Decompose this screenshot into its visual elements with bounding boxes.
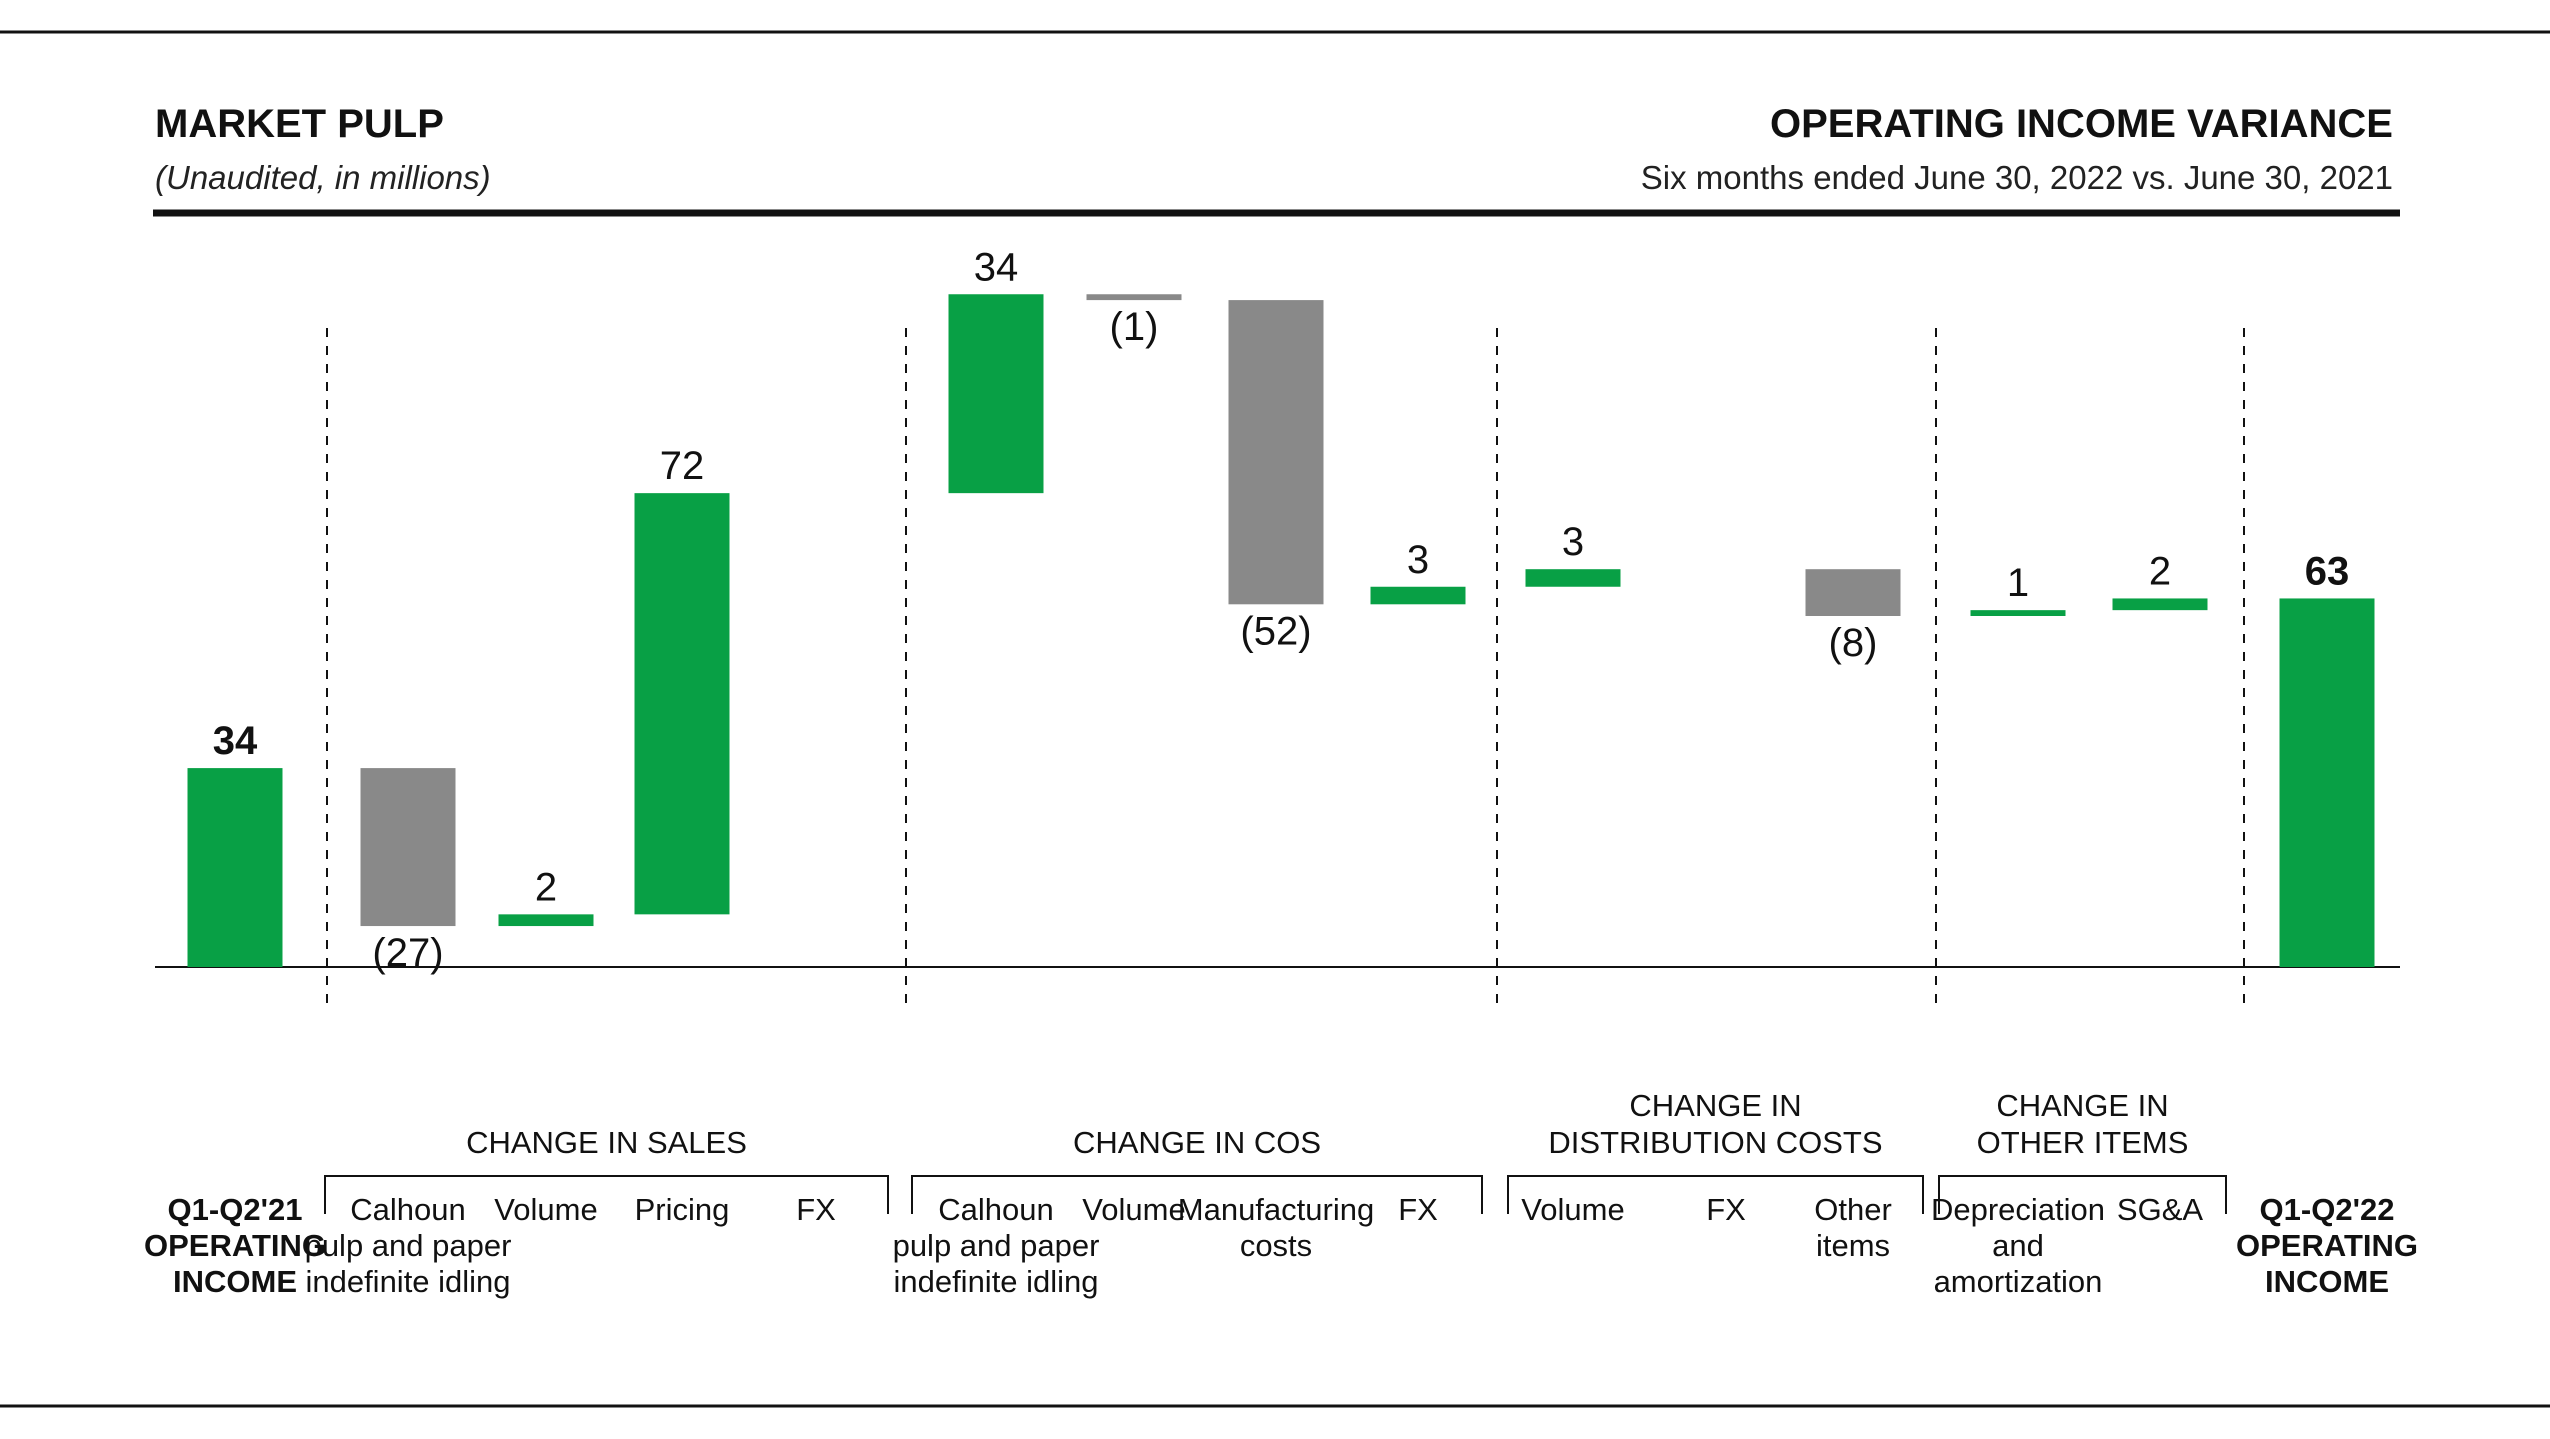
- waterfall-bar: [2279, 598, 2375, 967]
- waterfall-bar: [360, 768, 456, 927]
- bar-value-label: 1: [2007, 561, 2029, 605]
- waterfall-bar: [1970, 610, 2066, 616]
- category-label: Calhoun: [350, 1192, 465, 1227]
- group-bracket: [911, 1175, 1483, 1214]
- category-label: amortization: [1934, 1264, 2103, 1299]
- category-label: SG&A: [2117, 1192, 2203, 1227]
- category-label: items: [1816, 1228, 1890, 1263]
- category-label: Q1-Q2'21: [168, 1192, 303, 1227]
- category-label: Other: [1814, 1192, 1892, 1227]
- group-label: DISTRIBUTION COSTS: [1548, 1125, 1882, 1160]
- category-label: Q1-Q2'22: [2260, 1192, 2395, 1227]
- waterfall-bar: [1525, 569, 1621, 587]
- category-label: INCOME: [173, 1264, 297, 1299]
- variance-title: OPERATING INCOME VARIANCE: [1770, 102, 2393, 146]
- waterfall-bar: [1805, 569, 1901, 616]
- bar-value-label: (52): [1240, 609, 1311, 653]
- category-label: OPERATING: [144, 1228, 326, 1263]
- bar-value-label: (27): [372, 931, 443, 975]
- category-label: OPERATING: [2236, 1228, 2418, 1263]
- category-label: FX: [796, 1192, 836, 1227]
- bar-value-label: 72: [660, 444, 705, 488]
- variance-subtitle: Six months ended June 30, 2022 vs. June …: [1641, 159, 2393, 196]
- category-label: Manufacturing: [1178, 1192, 1374, 1227]
- bar-value-label: 3: [1407, 538, 1429, 582]
- category-label: and: [1992, 1228, 2044, 1263]
- waterfall-bar: [1228, 300, 1324, 605]
- category-label: Pricing: [635, 1192, 730, 1227]
- group-label: CHANGE IN: [1629, 1088, 1801, 1123]
- bar-value-label: (8): [1829, 621, 1878, 665]
- waterfall-bar: [634, 493, 730, 915]
- group-bracket: [324, 1175, 889, 1214]
- category-label: indefinite idling: [893, 1264, 1098, 1299]
- group-label: CHANGE IN COS: [1073, 1125, 1321, 1160]
- bar-value-label: 2: [535, 865, 557, 909]
- group-bracket: [1938, 1175, 2227, 1214]
- bar-value-label: 63: [2305, 549, 2350, 593]
- category-label: Volume: [494, 1192, 597, 1227]
- category-label: Calhoun: [938, 1192, 1053, 1227]
- category-label: indefinite idling: [305, 1264, 510, 1299]
- chart-title: MARKET PULP: [155, 102, 444, 146]
- bar-value-label: 2: [2149, 549, 2171, 593]
- bar-value-label: 34: [974, 245, 1019, 289]
- waterfall-bar: [2112, 598, 2208, 611]
- category-label: Depreciation: [1931, 1192, 2105, 1227]
- value-labels: 34 (27) 2 72 34 (1) (52) 3 3 (8) 1 2 63: [213, 245, 2350, 975]
- bars: [187, 294, 2375, 967]
- bar-value-label: 34: [213, 719, 258, 763]
- group-dividers: [326, 328, 2245, 1005]
- category-label: pulp and paper: [893, 1228, 1100, 1263]
- group-label: CHANGE IN SALES: [466, 1125, 747, 1160]
- bar-value-label: (1): [1110, 305, 1159, 349]
- category-label: FX: [1706, 1192, 1746, 1227]
- category-label: Volume: [1082, 1192, 1185, 1227]
- category-label: INCOME: [2265, 1264, 2389, 1299]
- waterfall-bar: [1086, 294, 1182, 301]
- waterfall-bar: [498, 914, 594, 927]
- bar-value-label: 3: [1562, 520, 1584, 564]
- group-bracket: [1507, 1175, 1924, 1214]
- category-label: Volume: [1521, 1192, 1624, 1227]
- category-label: pulp and paper: [305, 1228, 512, 1263]
- waterfall-bar: [948, 294, 1044, 494]
- category-label: FX: [1398, 1192, 1438, 1227]
- waterfall-bar: [187, 768, 283, 967]
- category-label: costs: [1240, 1228, 1312, 1263]
- chart-subtitle: (Unaudited, in millions): [155, 159, 491, 196]
- group-label: CHANGE IN: [1996, 1088, 2168, 1123]
- group-label: OTHER ITEMS: [1977, 1125, 2189, 1160]
- waterfall-bar: [1370, 586, 1466, 605]
